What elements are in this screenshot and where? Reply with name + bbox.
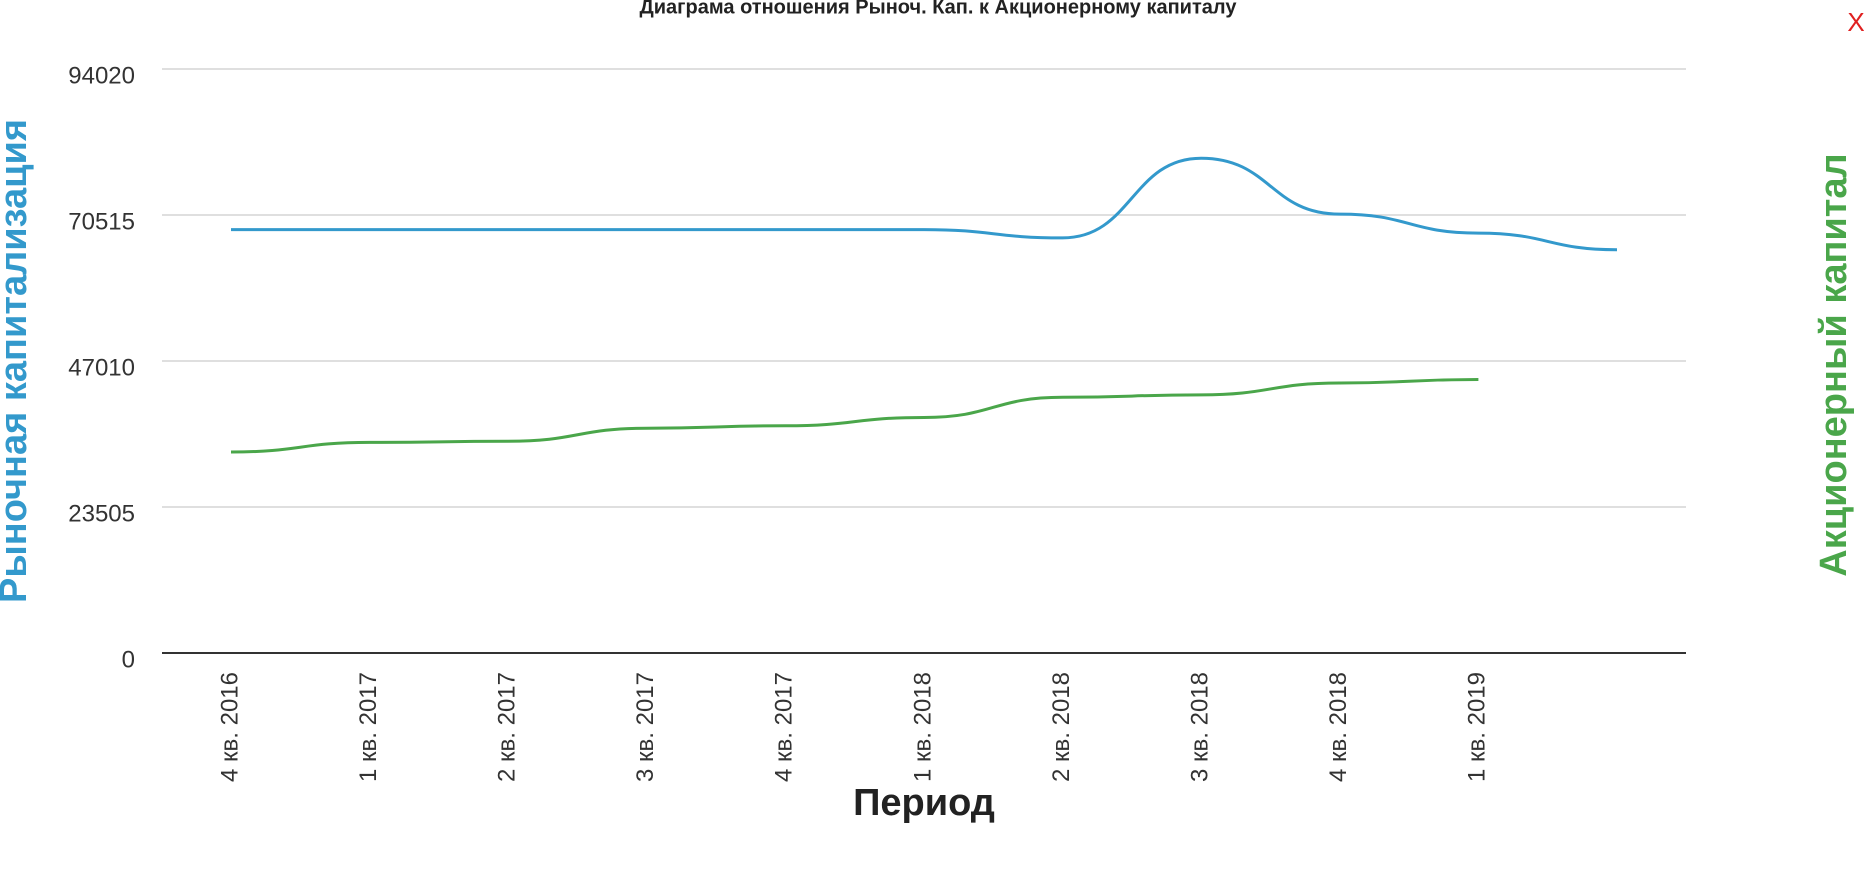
y-tick-label: 23505 [68, 500, 135, 527]
y-tick-label: 70515 [68, 208, 135, 235]
x-tick-label: 4 кв. 2017 [771, 672, 798, 782]
x-tick-label: 1 кв. 2018 [909, 672, 936, 782]
y2-axis-label: Акционерный капитал [1813, 153, 1855, 576]
chart-title: Диаграма отношения Рыноч. Кап. к Акционе… [640, 0, 1238, 18]
y-axis-label: Рыночная капитализация [0, 119, 35, 603]
x-tick-label: 1 кв. 2019 [1464, 672, 1491, 782]
x-axis-label: Период [853, 782, 995, 824]
y-tick-label: 0 [122, 646, 135, 673]
x-tick-label: 2 кв. 2018 [1048, 672, 1075, 782]
y-tick-label: 94020 [68, 62, 135, 89]
x-tick-label: 2 кв. 2017 [494, 672, 521, 782]
x-tick-label: 3 кв. 2017 [632, 672, 659, 782]
x-tick-label: 1 кв. 2017 [355, 672, 382, 782]
series-line [230, 377, 1479, 454]
close-button[interactable]: X [1847, 7, 1864, 37]
y-tick-label: 47010 [68, 354, 135, 381]
x-tick-label: 4 кв. 2018 [1325, 672, 1352, 782]
x-tick-label: 3 кв. 2018 [1187, 672, 1214, 782]
series-line [231, 156, 1618, 252]
x-tick-label: 4 кв. 2016 [216, 672, 243, 782]
